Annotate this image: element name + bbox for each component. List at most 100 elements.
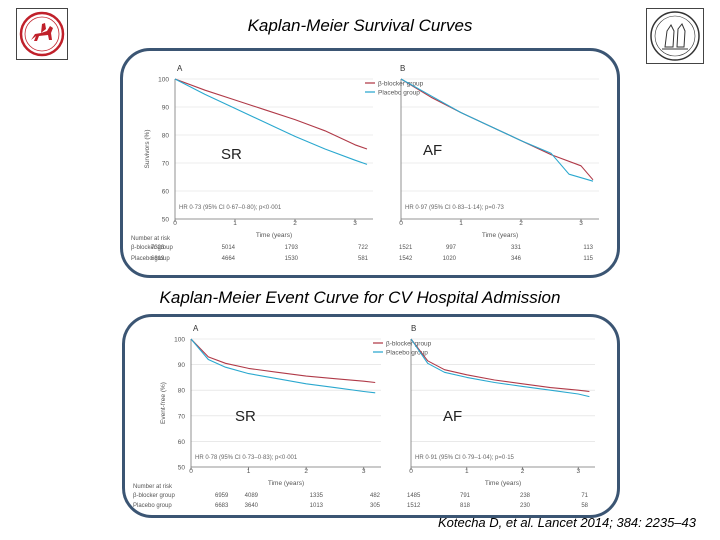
risk-value: 6819 [151, 256, 165, 262]
risk-value: 58 [581, 503, 588, 509]
risk-value: 997 [446, 245, 457, 251]
x-tick-label: 1 [459, 220, 463, 227]
seal-logo-icon [646, 8, 704, 64]
x-tick-label: 2 [519, 220, 523, 227]
risk-value: 722 [358, 245, 369, 251]
legend-label: Placebo group [378, 90, 420, 97]
overlay-label-sr: SR [235, 408, 256, 425]
risk-value: 113 [583, 245, 593, 251]
risk-value: 4089 [245, 493, 259, 499]
risk-row-label: β-blocker group [133, 493, 175, 499]
series-line-bblocker [410, 338, 590, 393]
risk-table-header: Number at risk [131, 236, 171, 242]
x-tick-label: 1 [233, 220, 237, 227]
panel-letter: B [400, 64, 405, 73]
risk-value: 238 [520, 493, 531, 499]
risk-value: 1542 [399, 256, 413, 262]
y-axis-label: Survivors (%) [144, 129, 151, 168]
survival-curves-panel: A 100 90 80 70 60 50 0 1 2 3 Time (years) Survivors … [120, 48, 620, 278]
overlay-label-sr: SR [221, 146, 242, 163]
risk-value: 305 [370, 503, 381, 509]
series-line-placebo [174, 78, 368, 165]
y-tick-label: 70 [178, 413, 186, 420]
risk-value: 1530 [285, 256, 299, 262]
legend-label: β-blocker group [386, 341, 432, 348]
risk-row-label: β-blocker group [131, 245, 173, 251]
x-tick-label: 0 [173, 220, 177, 227]
hazard-ratio-text: HR 0·78 (95% CI 0·73–0·83); p<0·001 [195, 455, 298, 461]
x-tick-label: 2 [521, 468, 525, 475]
y-tick-label: 60 [178, 439, 186, 446]
citation: Kotecha D, et al. Lancet 2014; 384: 2235… [437, 515, 696, 530]
overlay-label-af: AF [423, 142, 442, 159]
y-tick-label: 50 [162, 217, 170, 224]
x-axis-label: Time (years) [256, 232, 292, 239]
y-tick-label: 80 [162, 133, 170, 140]
y-tick-label: 90 [162, 105, 170, 112]
y-tick-label: 100 [158, 77, 169, 84]
x-tick-label: 2 [304, 468, 308, 475]
y-tick-label: 50 [178, 465, 186, 472]
risk-value: 6683 [215, 503, 229, 509]
risk-value: 1013 [310, 503, 324, 509]
x-tick-label: 1 [247, 468, 251, 475]
y-tick-label: 100 [174, 337, 185, 344]
panel-letter: B [411, 324, 416, 333]
risk-value: 482 [370, 493, 381, 499]
risk-value: 1512 [407, 503, 421, 509]
hazard-ratio-text: HR 0·97 (95% CI 0·83–1·14); p=0·73 [405, 205, 505, 211]
section-title: Kaplan-Meier Event Curve for CV Hospital… [159, 288, 561, 307]
risk-value: 346 [511, 256, 522, 262]
panel-letter: A [177, 64, 183, 73]
series-line-placebo [190, 338, 376, 394]
y-tick-label: 70 [162, 161, 170, 168]
y-tick-label: 90 [178, 362, 186, 369]
x-axis-label: Time (years) [482, 232, 518, 239]
x-tick-label: 0 [189, 468, 193, 475]
risk-row-label: Placebo group [133, 503, 172, 509]
risk-value: 5014 [222, 245, 236, 251]
risk-value: 6959 [215, 493, 229, 499]
overlay-label-af: AF [443, 408, 462, 425]
risk-value: 791 [460, 493, 471, 499]
series-line-placebo [400, 78, 594, 182]
risk-row-label: Placebo group [131, 256, 170, 262]
risk-value: 581 [358, 256, 369, 262]
x-tick-label: 0 [399, 220, 403, 227]
y-axis-label: Event-free (%) [160, 382, 167, 424]
risk-value: 1793 [285, 245, 299, 251]
y-tick-label: 80 [178, 388, 186, 395]
risk-value: 71 [581, 493, 588, 499]
series-line-bblocker [190, 338, 376, 384]
risk-value: 1020 [443, 256, 457, 262]
x-tick-label: 3 [579, 220, 583, 227]
y-tick-label: 60 [162, 189, 170, 196]
x-axis-label: Time (years) [485, 480, 521, 487]
risk-value: 1521 [399, 245, 413, 251]
risk-value: 7323 [151, 245, 165, 251]
hazard-ratio-text: HR 0·73 (95% CI 0·67–0·80); p<0·001 [179, 205, 282, 211]
x-axis-label: Time (years) [268, 480, 304, 487]
series-line-placebo [410, 338, 590, 398]
x-tick-label: 3 [362, 468, 366, 475]
legend-label: Placebo group [386, 350, 428, 357]
hazard-ratio-text: HR 0·91 (95% CI 0·79–1·04); p=0·15 [415, 455, 515, 461]
risk-value: 1485 [407, 493, 421, 499]
hospital-admission-curves-panel: A 100 90 80 70 60 50 0 1 2 3 Time (years) Event-free… [122, 314, 620, 518]
risk-table-header: Number at risk [133, 484, 173, 490]
risk-value: 115 [583, 256, 593, 262]
university-logo-icon [16, 8, 68, 60]
x-tick-label: 2 [293, 220, 297, 227]
risk-value: 3640 [245, 503, 259, 509]
risk-value: 1335 [310, 493, 324, 499]
panel-letter: A [193, 324, 199, 333]
risk-value: 331 [511, 245, 522, 251]
risk-value: 4664 [222, 256, 236, 262]
risk-value: 230 [520, 503, 531, 509]
x-tick-label: 3 [353, 220, 357, 227]
x-tick-label: 0 [409, 468, 413, 475]
slide-title: Kaplan-Meier Survival Curves [247, 16, 473, 35]
risk-value: 818 [460, 503, 471, 509]
x-tick-label: 1 [465, 468, 469, 475]
x-tick-label: 3 [576, 468, 580, 475]
